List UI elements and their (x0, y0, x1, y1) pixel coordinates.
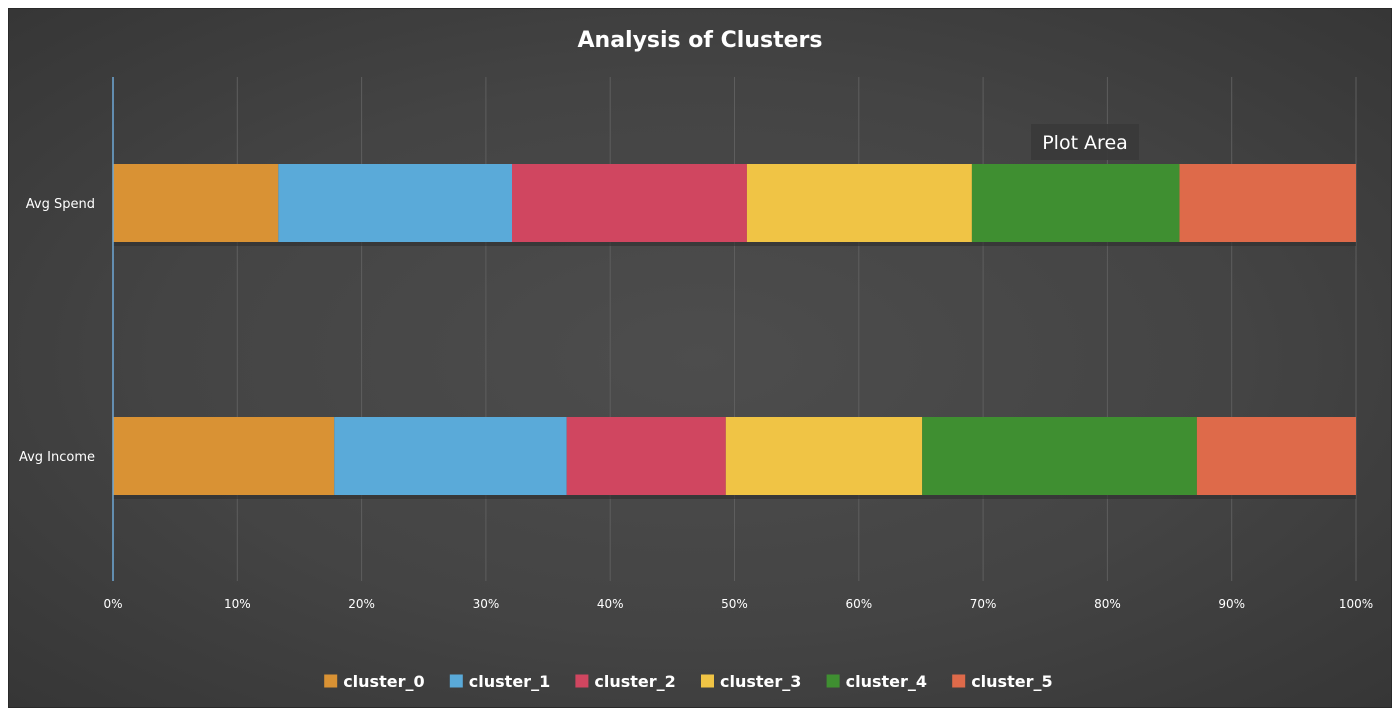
bar-segment-cluster_4[interactable] (971, 164, 1180, 242)
plot-area[interactable] (113, 164, 1356, 499)
chart-frame: Analysis of Clusters 0% 10% 20% 30% 40% 50% 60… (8, 8, 1392, 708)
legend-label: cluster_3 (720, 672, 801, 691)
bar-segment-cluster_5[interactable] (1179, 164, 1356, 242)
legend-label: cluster_1 (469, 672, 550, 691)
bar-shadow (113, 495, 1356, 499)
x-tick-label: 40% (597, 597, 624, 611)
category-label: Avg Spend (26, 197, 95, 212)
bar-segment-cluster_5[interactable] (1196, 417, 1356, 495)
legend: cluster_0 cluster_1 cluster_2 cluster_3 clus… (324, 672, 1053, 691)
legend-swatch (952, 674, 966, 688)
x-tick-label: 80% (1094, 597, 1121, 611)
x-tick-label: 30% (473, 597, 500, 611)
x-tick-label: 50% (721, 597, 748, 611)
legend-swatch (575, 674, 589, 688)
x-tick-label: 10% (224, 597, 251, 611)
tooltip-box (1031, 124, 1139, 160)
legend-label: cluster_2 (594, 672, 675, 691)
bar-segment-cluster_1[interactable] (334, 417, 567, 495)
x-tick-label: 20% (348, 597, 375, 611)
legend-label: cluster_5 (971, 672, 1052, 691)
legend-swatch (826, 674, 840, 688)
plot-area-tooltip: Plot Area (1031, 124, 1139, 160)
bar-segment-cluster_3[interactable] (725, 417, 923, 495)
chart-title: Analysis of Clusters (578, 28, 823, 53)
legend-swatch (701, 674, 714, 688)
chart-svg: Analysis of Clusters 0% 10% 20% 30% 40% 50% 60… (19, 28, 1373, 691)
x-tick-label: 90% (1218, 597, 1245, 611)
bar-segment-cluster_2[interactable] (566, 417, 726, 495)
category-label: Avg Income (19, 450, 95, 465)
bar-segment-cluster_0[interactable] (113, 417, 335, 495)
bar-shadow (113, 242, 1356, 246)
legend-swatch (449, 674, 463, 688)
legend-label: cluster_4 (846, 672, 927, 691)
gridlines (236, 77, 1357, 581)
bar-segment-cluster_0[interactable] (113, 164, 279, 242)
x-tick-label: 100% (1339, 597, 1373, 611)
x-tick-label: 60% (845, 597, 872, 611)
axes: 0% 10% 20% 30% 40% 50% 60% 70% 80% 90% 100% Avg Spe… (19, 77, 1373, 611)
bar-segment-cluster_4[interactable] (922, 417, 1197, 495)
tooltip-text: Plot Area (1042, 132, 1128, 154)
legend-swatch (324, 674, 338, 688)
legend-label: cluster_0 (343, 672, 424, 691)
bar-segment-cluster_2[interactable] (512, 164, 747, 242)
bar-segment-cluster_1[interactable] (278, 164, 513, 242)
bar-segment-cluster_3[interactable] (746, 164, 972, 242)
x-tick-label: 70% (970, 597, 997, 611)
x-tick-label: 0% (103, 597, 122, 611)
